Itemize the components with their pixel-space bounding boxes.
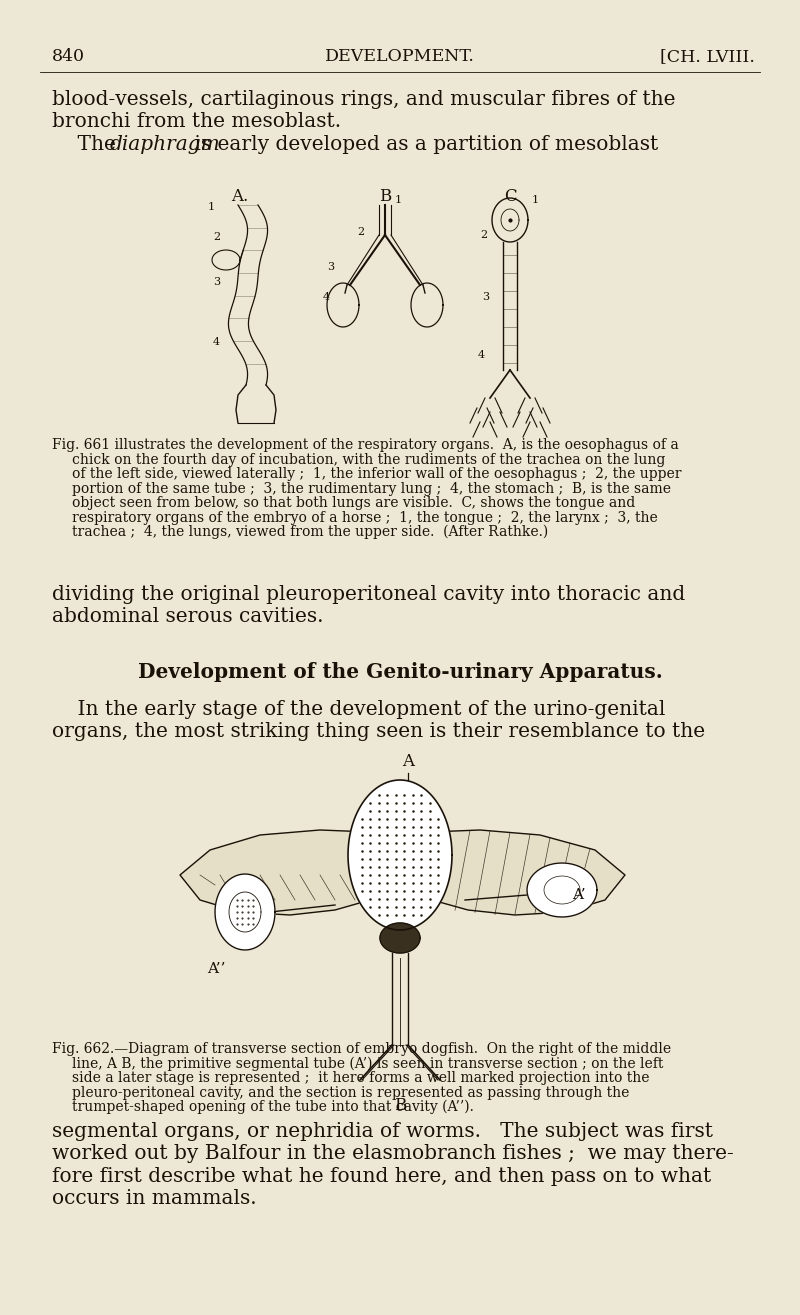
Text: respiratory organs of the embryo of a horse ;  1, the tongue ;  2, the larynx ; : respiratory organs of the embryo of a ho…	[72, 510, 658, 525]
Text: [CH. LVIII.: [CH. LVIII.	[660, 49, 755, 64]
Polygon shape	[400, 830, 625, 915]
Text: 3: 3	[213, 277, 220, 287]
Text: blood-vessels, cartilaginous rings, and muscular fibres of the: blood-vessels, cartilaginous rings, and …	[52, 89, 675, 109]
Text: 3: 3	[327, 262, 334, 272]
Text: of the left side, viewed laterally ;  1, the inferior wall of the oesophagus ;  : of the left side, viewed laterally ; 1, …	[72, 467, 682, 481]
Text: dividing the original pleuroperitoneal cavity into thoracic and: dividing the original pleuroperitoneal c…	[52, 585, 686, 604]
Text: B: B	[394, 1097, 406, 1114]
Text: C: C	[504, 188, 516, 205]
Text: 840: 840	[52, 49, 85, 64]
Text: organs, the most striking thing seen is their resemblance to the: organs, the most striking thing seen is …	[52, 722, 705, 742]
Text: is early developed as a partition of mesoblast: is early developed as a partition of mes…	[188, 135, 658, 154]
Polygon shape	[527, 863, 597, 917]
Text: 2: 2	[213, 231, 220, 242]
Text: The: The	[52, 135, 122, 154]
Polygon shape	[348, 780, 452, 930]
Text: DEVELOPMENT.: DEVELOPMENT.	[325, 49, 475, 64]
Text: 4: 4	[478, 350, 485, 360]
Text: bronchi from the mesoblast.: bronchi from the mesoblast.	[52, 113, 341, 132]
Text: line, A B, the primitive segmental tube (A’) is seen in transverse section ; on : line, A B, the primitive segmental tube …	[72, 1056, 663, 1070]
Text: fore first describe what he found here, and then pass on to what: fore first describe what he found here, …	[52, 1166, 711, 1186]
Text: 4: 4	[213, 337, 220, 347]
Text: A’: A’	[572, 888, 586, 902]
Text: worked out by Balfour in the elasmobranch fishes ;  we may there-: worked out by Balfour in the elasmobranc…	[52, 1144, 734, 1164]
Text: A: A	[402, 753, 414, 771]
Text: side a later stage is represented ;  it here forms a well marked projection into: side a later stage is represented ; it h…	[72, 1070, 650, 1085]
Text: diaphragm: diaphragm	[110, 135, 221, 154]
Text: 2: 2	[480, 230, 487, 241]
Polygon shape	[492, 199, 528, 242]
Text: portion of the same tube ;  3, the rudimentary lung ;  4, the stomach ;  B, is t: portion of the same tube ; 3, the rudime…	[72, 481, 671, 496]
Text: Fig. 661 illustrates the development of the respiratory organs.  A, is the oesop: Fig. 661 illustrates the development of …	[52, 438, 678, 452]
Text: Development of the Genito-urinary Apparatus.: Development of the Genito-urinary Appara…	[138, 661, 662, 682]
Polygon shape	[215, 874, 275, 949]
Text: trumpet-shaped opening of the tube into that cavity (A’’).: trumpet-shaped opening of the tube into …	[72, 1101, 474, 1114]
Text: 1: 1	[395, 195, 402, 205]
Polygon shape	[327, 283, 359, 327]
Polygon shape	[411, 283, 443, 327]
Text: abdominal serous cavities.: abdominal serous cavities.	[52, 608, 323, 626]
Text: A’’: A’’	[207, 963, 226, 976]
Text: B: B	[379, 188, 391, 205]
Polygon shape	[180, 830, 400, 915]
Text: 3: 3	[482, 292, 489, 302]
Text: chick on the fourth day of incubation, with the rudiments of the trachea on the : chick on the fourth day of incubation, w…	[72, 452, 666, 467]
Text: 1: 1	[208, 203, 215, 212]
Text: In the early stage of the development of the urino-genital: In the early stage of the development of…	[52, 700, 666, 719]
Text: trachea ;  4, the lungs, viewed from the upper side.  (After Rathke.): trachea ; 4, the lungs, viewed from the …	[72, 525, 548, 539]
Text: Fig. 662.—Diagram of transverse section of embryo dogfish.  On the right of the : Fig. 662.—Diagram of transverse section …	[52, 1041, 671, 1056]
Text: 1: 1	[532, 195, 539, 205]
Text: object seen from below, so that both lungs are visible.  C, shows the tongue and: object seen from below, so that both lun…	[72, 496, 635, 510]
Text: occurs in mammals.: occurs in mammals.	[52, 1190, 257, 1208]
Text: A.: A.	[231, 188, 249, 205]
Text: 4: 4	[323, 292, 330, 302]
Text: pleuro-peritoneal cavity, and the section is represented as passing through the: pleuro-peritoneal cavity, and the sectio…	[72, 1085, 630, 1099]
Polygon shape	[380, 923, 420, 953]
Text: 2: 2	[357, 227, 364, 237]
Text: segmental organs, or nephridia of worms.   The subject was first: segmental organs, or nephridia of worms.…	[52, 1122, 713, 1141]
